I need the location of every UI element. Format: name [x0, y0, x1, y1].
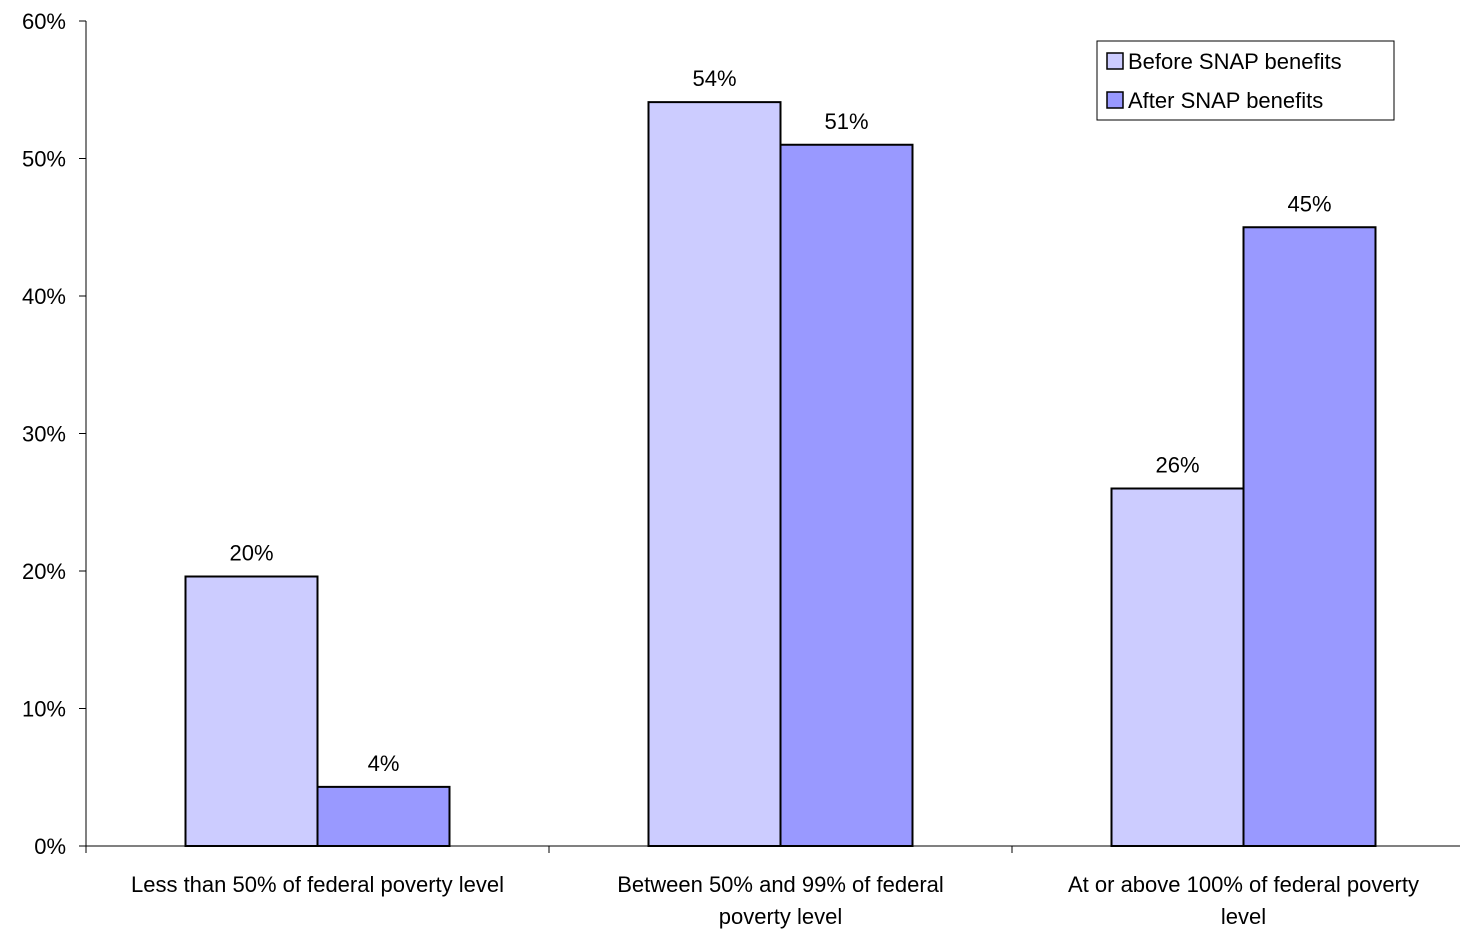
- bar-after-2: [779, 143, 914, 847]
- data-label: 20%: [229, 541, 273, 566]
- bar-before-3: [1110, 487, 1245, 847]
- bar-after-1: [316, 785, 451, 847]
- y-tick-label: 10%: [22, 697, 66, 722]
- bars: [184, 101, 1377, 847]
- data-label: 4%: [368, 751, 400, 776]
- axes: 0% 10% 20% 30% 40% 50% 60% Less than 50% of fed…: [22, 9, 1460, 929]
- legend-swatch-after: [1106, 91, 1124, 109]
- x-category-label: At or above 100% of federal poverty: [1068, 872, 1419, 897]
- x-category-label: poverty level: [719, 904, 843, 929]
- data-label: 54%: [692, 66, 736, 91]
- legend-label: Before SNAP benefits: [1128, 49, 1342, 74]
- bar-before-1: [184, 575, 319, 847]
- y-tick-label: 40%: [22, 284, 66, 309]
- legend-box: [1096, 40, 1395, 121]
- x-category-label: Between 50% and 99% of federal: [617, 872, 944, 897]
- x-category-label: Less than 50% of federal poverty level: [131, 872, 504, 897]
- y-tick-label: 30%: [22, 422, 66, 447]
- legend-swatch-before: [1106, 52, 1124, 70]
- y-tick-label: 20%: [22, 559, 66, 584]
- y-tick-label: 60%: [22, 9, 66, 34]
- data-label: 51%: [824, 109, 868, 134]
- data-label: 26%: [1155, 453, 1199, 478]
- bar-after-3: [1242, 226, 1377, 847]
- data-labels: 20% 4% 54% 51% 26% 45%: [229, 66, 1331, 776]
- y-tick-label: 0%: [34, 834, 66, 859]
- legend: Before SNAP benefits After SNAP benefits: [1096, 40, 1395, 121]
- bar-before-2: [647, 101, 782, 847]
- x-category-label: level: [1221, 904, 1266, 929]
- data-label: 45%: [1287, 191, 1331, 216]
- y-tick-label: 50%: [22, 147, 66, 172]
- legend-label: After SNAP benefits: [1128, 88, 1323, 113]
